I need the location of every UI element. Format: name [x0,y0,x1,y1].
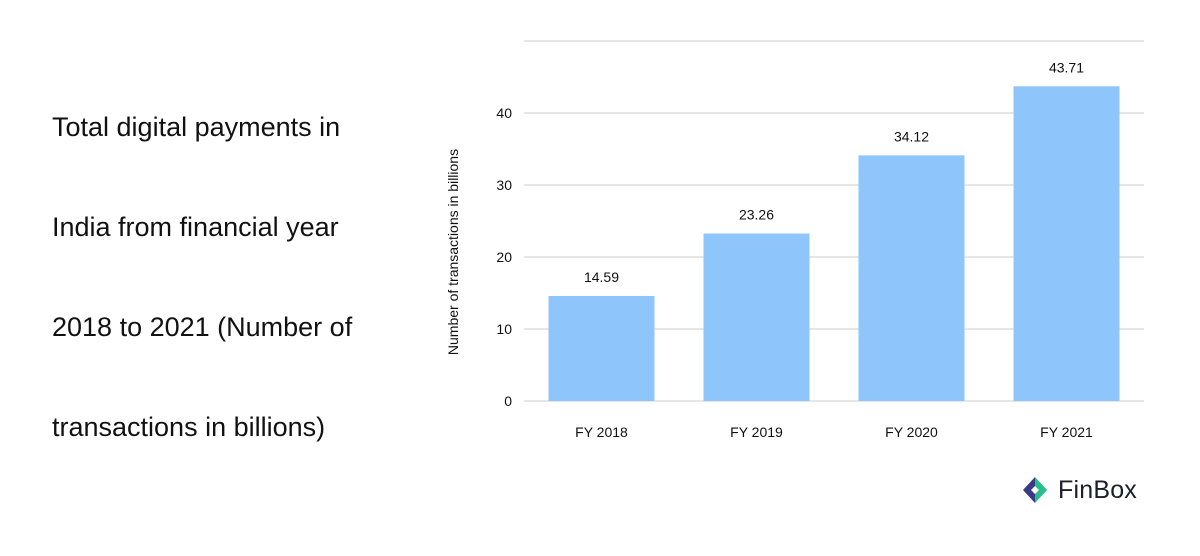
x-tick-label: FY 2021 [1040,424,1093,440]
bar [858,155,965,401]
data-label: 14.59 [584,269,619,285]
bar [703,233,810,401]
data-label: 23.26 [739,207,774,223]
y-tick-label: 0 [504,393,512,409]
y-tick-label: 20 [496,249,512,265]
bars [548,86,1120,402]
x-tick-label: FY 2020 [885,424,938,440]
y-axis-label: Number of transactions in billions [445,149,461,355]
brand-name: FinBox [1058,475,1138,504]
y-tick-label: 30 [496,177,512,193]
title-line: transactions in billions) [52,412,326,442]
x-tick-label: FY 2019 [730,424,783,440]
bar [1013,86,1120,402]
y-tick-label: 40 [496,105,512,121]
y-tick-label: 10 [496,321,512,337]
finbox-logo: FinBox [1020,473,1137,507]
bar [548,295,655,401]
chart-title: Total digital payments in India from fin… [52,52,412,502]
data-labels: 14.59 23.26 34.12 43.71 [584,59,1084,285]
x-axis-ticks: FY 2018 FY 2019 FY 2020 FY 2021 [575,424,1093,440]
data-label: 43.71 [1049,59,1084,75]
title-line: Total digital payments in [52,112,341,142]
x-tick-label: FY 2018 [575,424,628,440]
data-label: 34.12 [894,128,929,144]
y-axis-ticks: 0 10 20 30 40 [496,105,512,409]
finbox-mark-icon [1023,477,1047,503]
title-line: 2018 to 2021 (Number of [52,312,353,342]
title-line: India from financial year [52,212,339,242]
